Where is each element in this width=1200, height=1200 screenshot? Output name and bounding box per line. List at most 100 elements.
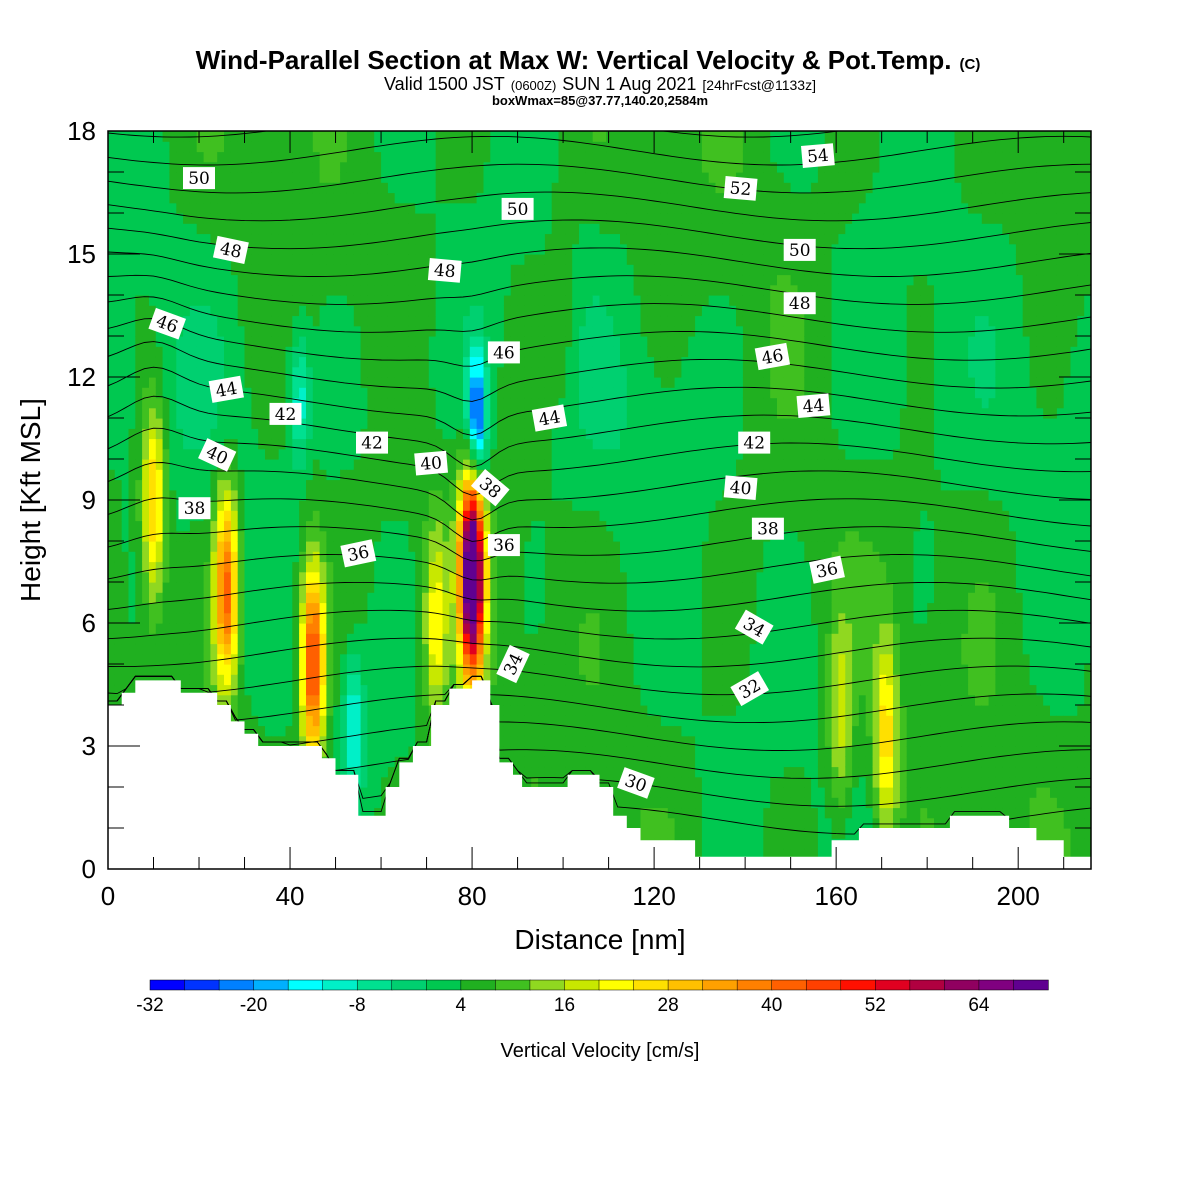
w-cell [579,705,587,716]
w-cell [258,438,266,450]
w-cell [558,151,566,163]
w-cell [326,551,334,563]
w-cell [230,459,239,470]
w-cell [285,582,293,593]
w-cell [155,356,164,368]
w-cell [517,418,525,429]
w-cell [162,561,170,573]
w-cell [142,377,150,388]
w-cell [572,407,580,419]
w-cell [476,489,484,501]
w-cell [333,141,341,153]
w-cell [128,643,136,655]
w-cell [162,551,170,563]
w-cell [217,428,225,440]
w-cell [408,612,416,624]
w-cell [408,141,416,153]
w-cell [203,274,211,286]
w-cell [271,305,280,317]
w-cell [203,141,211,153]
w-cell [271,387,280,399]
w-cell [408,213,416,224]
w-cell [346,520,355,532]
w-cell [251,643,259,655]
w-cell [176,612,184,624]
w-cell [114,623,123,634]
w-cell [374,161,382,173]
w-cell [353,756,362,768]
w-cell [292,356,300,368]
w-cell [285,151,293,163]
w-cell [558,284,566,296]
w-cell [565,520,573,532]
w-cell [456,582,464,593]
w-cell [183,192,191,204]
w-cell [340,131,348,142]
w-cell [435,674,444,686]
w-cell [340,510,348,522]
w-cell [203,387,211,399]
w-cell [422,725,430,737]
w-cell [251,489,259,501]
w-cell [346,674,355,686]
w-cell [360,725,368,737]
w-cell [237,428,246,440]
w-cell [326,202,334,214]
w-cell [572,438,580,450]
w-cell [544,489,553,501]
w-cell [579,623,587,634]
w-cell [558,756,566,768]
w-cell [299,500,307,511]
w-cell [271,705,280,716]
w-cell [189,571,198,583]
w-cell [326,274,334,286]
w-cell [108,653,116,665]
w-cell [285,202,293,214]
w-cell [565,346,573,358]
w-cell [271,254,280,265]
w-cell [128,438,136,450]
w-cell [149,541,157,552]
w-cell [319,510,327,522]
w-cell [312,141,321,153]
w-cell [415,735,423,747]
w-cell [312,725,321,737]
w-cell [121,336,130,347]
w-cell [346,295,355,306]
w-cell [558,530,566,542]
w-cell [360,756,368,768]
w-cell [114,489,123,501]
w-cell [360,530,368,542]
w-cell [565,325,573,337]
w-cell [196,243,205,255]
w-cell [203,366,211,378]
w-cell [108,448,116,460]
w-cell [524,612,532,624]
w-cell [422,643,430,655]
w-cell [490,448,498,460]
w-cell [428,131,437,142]
w-cell [551,592,560,604]
w-cell [497,233,505,245]
w-cell [442,489,450,501]
w-cell [544,776,553,788]
w-cell [503,592,512,604]
w-cell [299,356,307,368]
w-cell [374,192,382,204]
w-cell [483,264,491,276]
w-cell [162,448,170,460]
w-cell [415,428,423,440]
w-cell [285,213,293,224]
w-cell [428,684,437,696]
w-cell [135,448,143,460]
w-cell [415,653,423,665]
w-cell [510,438,519,450]
w-cell [360,623,368,634]
w-cell [217,571,225,583]
w-cell [394,161,403,173]
w-cell [210,561,218,573]
w-cell [360,592,368,604]
w-cell [346,612,355,624]
w-cell [442,336,450,347]
w-cell [299,295,307,306]
